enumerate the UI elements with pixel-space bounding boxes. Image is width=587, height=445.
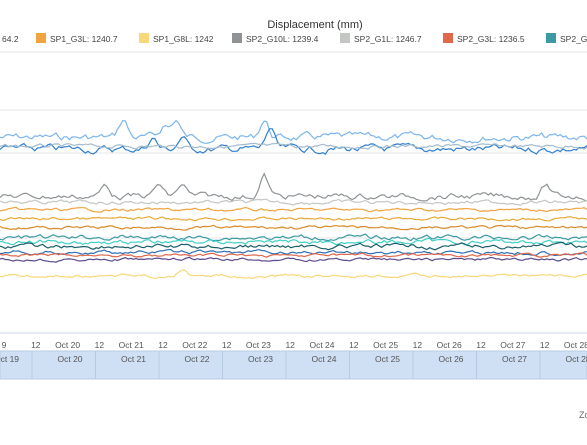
legend-swatch[interactable] bbox=[546, 33, 556, 43]
navigator[interactable]: Oct 19 Oct 20 Oct 21 Oct 22 Oct 23 Oct 24 Oct … bbox=[0, 351, 587, 379]
navigator-label: Oct 19 bbox=[0, 354, 19, 364]
x-tick-label: Oct 22 bbox=[182, 340, 207, 350]
series-line[interactable] bbox=[0, 238, 587, 245]
series-line[interactable] bbox=[0, 129, 587, 154]
series-line[interactable] bbox=[0, 225, 587, 230]
series-line[interactable] bbox=[0, 121, 587, 144]
x-tick-label: 12 bbox=[222, 340, 232, 350]
zoom-label[interactable]: Zo bbox=[579, 410, 587, 420]
x-tick-label: 12 bbox=[476, 340, 486, 350]
legend-swatch[interactable] bbox=[340, 33, 350, 43]
legend-item-label[interactable]: SP2_G8L: 1238.2 bbox=[560, 34, 587, 44]
legend-swatch[interactable] bbox=[443, 33, 453, 43]
x-tick-label: Oct 23 bbox=[246, 340, 271, 350]
x-tick-label: 12 bbox=[95, 340, 105, 350]
x-tick-label: 12 bbox=[285, 340, 295, 350]
series-line[interactable] bbox=[0, 270, 587, 279]
x-axis: 9 12 Oct 20 12 Oct 21 12 Oct 22 12 Oct 23 12 Oct 2… bbox=[0, 333, 587, 350]
series-line[interactable] bbox=[0, 207, 587, 212]
navigator-label: Oct 27 bbox=[502, 354, 527, 364]
series-line[interactable] bbox=[0, 199, 587, 205]
navigator-label: Oct 22 bbox=[185, 354, 210, 364]
series-line[interactable] bbox=[0, 257, 587, 262]
series-line[interactable] bbox=[0, 217, 587, 221]
x-tick-label: 9 bbox=[2, 340, 7, 350]
navigator-label: Oct 28 bbox=[566, 354, 587, 364]
navigator-label: Oct 25 bbox=[375, 354, 400, 364]
x-tick-label: Oct 21 bbox=[119, 340, 144, 350]
x-tick-label: Oct 25 bbox=[373, 340, 398, 350]
x-tick-label: Oct 24 bbox=[309, 340, 334, 350]
legend-item-label[interactable]: 64.2 bbox=[2, 34, 19, 44]
navigator-label: Oct 20 bbox=[58, 354, 83, 364]
x-tick-label: 12 bbox=[158, 340, 168, 350]
navigator-label: Oct 23 bbox=[248, 354, 273, 364]
legend-swatch[interactable] bbox=[232, 33, 242, 43]
x-tick-label: Oct 28 bbox=[564, 340, 587, 350]
chart-title: Displacement (mm) bbox=[267, 19, 362, 31]
legend: 64.2 SP1_G3L: 1240.7 SP1_G8L: 1242 SP2_G10L… bbox=[0, 33, 587, 44]
navigator-label: Oct 26 bbox=[439, 354, 464, 364]
legend-item-label[interactable]: SP1_G3L: 1240.7 bbox=[50, 34, 118, 44]
legend-item-label[interactable]: SP2_G10L: 1239.4 bbox=[246, 34, 319, 44]
x-tick-label: 12 bbox=[540, 340, 550, 350]
x-tick-label: Oct 26 bbox=[437, 340, 462, 350]
navigator-label: Oct 21 bbox=[121, 354, 146, 364]
series-line[interactable] bbox=[0, 174, 587, 202]
series-layer bbox=[0, 121, 587, 279]
navigator-band[interactable] bbox=[0, 351, 587, 379]
legend-swatch[interactable] bbox=[139, 33, 149, 43]
x-tick-label: 12 bbox=[349, 340, 359, 350]
x-tick-label: 12 bbox=[31, 340, 41, 350]
legend-item-label[interactable]: SP2_G3L: 1236.5 bbox=[457, 34, 525, 44]
x-tick-label: Oct 20 bbox=[55, 340, 80, 350]
legend-swatch[interactable] bbox=[36, 33, 46, 43]
legend-item-label[interactable]: SP1_G8L: 1242 bbox=[153, 34, 214, 44]
navigator-label: Oct 24 bbox=[312, 354, 337, 364]
x-tick-label: 12 bbox=[413, 340, 423, 350]
x-tick-label: Oct 27 bbox=[500, 340, 525, 350]
legend-item-label[interactable]: SP2_G1L: 1246.7 bbox=[354, 34, 422, 44]
